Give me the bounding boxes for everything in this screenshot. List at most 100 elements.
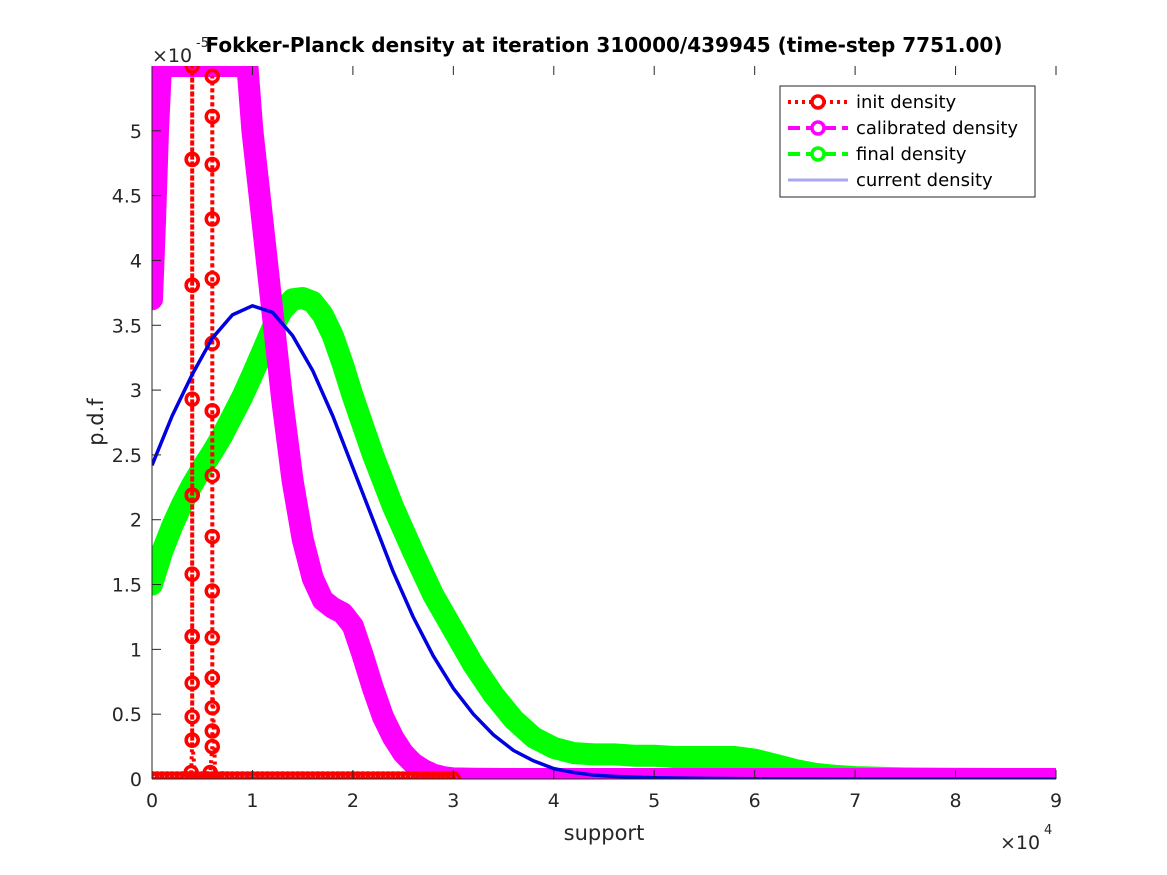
- init-density-marker: [154, 771, 170, 779]
- init-density-marker: [234, 771, 251, 779]
- init-density-marker: [219, 771, 236, 779]
- init-density-marker: [239, 771, 256, 779]
- axes: [151, 66, 1056, 780]
- init-density-marker: [204, 583, 221, 599]
- init-density-marker: [410, 771, 426, 779]
- init-density-marker: [184, 151, 200, 168]
- init-density-marker: [249, 771, 266, 779]
- init-density-marker: [415, 771, 431, 779]
- init-density-marker: [390, 771, 406, 779]
- init-density-marker: [199, 771, 215, 779]
- chart-title: Fokker-Planck density at iteration 31000…: [206, 33, 1003, 57]
- init-density-marker: [194, 771, 210, 779]
- init-density-marker: [159, 771, 175, 779]
- legend-marker-init-density: [810, 94, 826, 110]
- y-axis-label: p.d.f: [84, 398, 108, 446]
- x-tick-label: 6: [749, 790, 761, 812]
- init-density-marker: [204, 738, 221, 755]
- init-density-marker: [189, 771, 205, 779]
- init-density-marker: [204, 68, 221, 85]
- x-tick-label: 7: [849, 790, 861, 812]
- init-density-marker: [204, 699, 221, 716]
- init-density-marker: [335, 771, 351, 779]
- x-tick-label: 0: [146, 790, 158, 812]
- init-density-marker: [204, 528, 221, 545]
- final-density-line: [152, 287, 1056, 779]
- x-tick-label: 8: [950, 790, 962, 812]
- init-density-marker: [360, 771, 376, 779]
- legend-label-final-density: final density: [856, 144, 967, 165]
- init-density-marker: [264, 771, 281, 779]
- y-tick-label: 1: [130, 639, 142, 661]
- init-density-marker: [405, 771, 421, 779]
- init-density-marker: [309, 771, 326, 779]
- y-tick-label: 0: [130, 769, 142, 791]
- init-density-marker: [204, 771, 221, 779]
- init-density-marker: [224, 771, 241, 779]
- legend-label-init-density: init density: [856, 92, 957, 113]
- init-density-marker: [184, 391, 200, 407]
- x-tick-label: 1: [246, 790, 258, 812]
- legend: init density calibrated density final dens…: [779, 85, 1036, 198]
- init-density-marker: [169, 771, 185, 779]
- init-density-marker: [400, 771, 416, 779]
- init-density-marker: [229, 771, 246, 779]
- init-density-marker: [274, 771, 291, 779]
- y-tick-label: 3.5: [112, 315, 142, 337]
- y-exponent: ×10 -5: [152, 36, 209, 67]
- init-density-marker: [204, 670, 221, 686]
- init-density-marker: [184, 628, 200, 645]
- init-density-marker: [152, 771, 165, 779]
- init-density-marker: [204, 108, 221, 125]
- init-density-marker: [174, 771, 190, 779]
- init-density-marker: [204, 629, 221, 646]
- y-exponent-power: -5: [196, 36, 209, 51]
- init-density-marker: [430, 771, 447, 779]
- init-density-marker: [330, 771, 346, 779]
- y-tick-label: 4: [130, 250, 142, 272]
- init-density-marker: [209, 771, 226, 779]
- init-density-marker: [179, 771, 195, 779]
- init-density-marker: [395, 771, 411, 779]
- y-exponent-base: ×10: [152, 45, 192, 67]
- init-density-marker: [440, 771, 457, 779]
- legend-marker-final-density: [810, 146, 826, 162]
- x-exponent-power: 4: [1044, 823, 1052, 838]
- init-density-marker: [184, 709, 200, 725]
- init-density-marker: [184, 771, 200, 779]
- init-density-marker: [204, 156, 221, 173]
- legend-label-current-density: current density: [856, 170, 993, 191]
- legend-marker-calibrated-density: [810, 120, 826, 136]
- init-density-marker: [269, 771, 286, 779]
- init-density-marker: [184, 487, 200, 503]
- init-density-marker: [380, 771, 396, 779]
- x-exponent-base: ×10: [1000, 832, 1040, 854]
- init-density-marker: [320, 771, 336, 779]
- x-tick-label: 9: [1050, 790, 1062, 812]
- init-density-marker: [214, 771, 231, 779]
- y-tick-label: 5: [130, 121, 142, 143]
- legend-entries: init density calibrated density final dens…: [788, 92, 1018, 191]
- calibrated-density-line: [152, 66, 1056, 779]
- x-axis-label: support: [564, 821, 645, 845]
- init-density-marker: [204, 723, 221, 739]
- init-density-marker: [184, 732, 200, 748]
- init-density-marker: [284, 771, 301, 779]
- init-density-marker: [259, 771, 276, 779]
- init-density-marker: [425, 771, 441, 779]
- current-density-line: [152, 304, 1056, 779]
- x-ticks: 0 1 2 3 4 5 6 7 8 9: [146, 66, 1062, 812]
- x-tick-label: 2: [347, 790, 359, 812]
- x-tick-label: 4: [548, 790, 560, 812]
- init-density-marker: [365, 771, 381, 779]
- init-density-marker: [340, 771, 356, 779]
- x-exponent: ×10 4: [1000, 823, 1052, 854]
- init-density-marker: [204, 211, 221, 227]
- init-density-marker: [279, 771, 296, 779]
- init-density-marker: [304, 771, 321, 779]
- init-density-marker: [254, 771, 271, 779]
- init-density-marker: [294, 771, 311, 779]
- init-density-marker: [299, 771, 316, 779]
- init-density-marker: [370, 771, 386, 779]
